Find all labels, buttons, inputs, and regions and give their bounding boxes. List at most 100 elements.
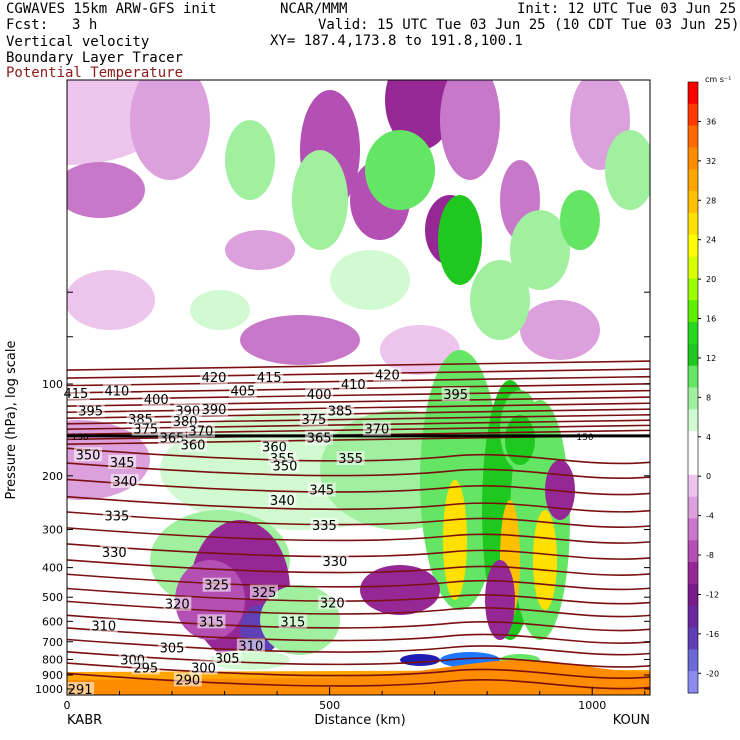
header-valid: Valid: 15 UTC Tue 03 Jun 25 (10 CDT Tue …	[318, 17, 740, 33]
colorbar-tick-label: 20	[706, 275, 716, 284]
w-field-blob	[510, 210, 570, 290]
field-potential-temperature: Potential Temperature	[6, 65, 184, 81]
isentrope	[67, 478, 650, 496]
colorbar-tick-label: 12	[706, 354, 716, 363]
theta-label: 395	[78, 404, 103, 419]
colorbar-swatch	[688, 474, 698, 498]
colorbar-swatch	[688, 649, 698, 672]
theta-label-bg	[108, 454, 137, 469]
header-xy: XY= 187.4,173.8 to 191.8,100.1	[270, 33, 523, 49]
theta-label-bg	[441, 387, 470, 402]
field-boundary-layer-tracer: Boundary Layer Tracer	[6, 50, 184, 66]
theta-label-bg	[270, 458, 299, 473]
colorbar-tick-label: -4	[706, 512, 714, 521]
theta-label: 305	[160, 641, 185, 656]
theta-label-bg	[66, 682, 95, 696]
theta-label-bg	[158, 640, 187, 655]
colorbar-swatch	[688, 343, 698, 367]
theta-label: 375	[301, 413, 326, 428]
theta-label-bg	[173, 672, 202, 687]
theta-label-bg	[102, 508, 131, 523]
theta-label-bg	[131, 421, 160, 436]
tropopause-label: 150	[576, 433, 593, 443]
w-field-blob	[470, 260, 530, 340]
header-model: CGWAVES 15km ARW-GFS init	[6, 1, 217, 17]
theta-label-bg	[236, 638, 265, 653]
colorbar-tick-label: 4	[706, 433, 711, 442]
colorbar-swatch	[688, 278, 698, 301]
theta-label-bg	[299, 411, 328, 426]
w-field-blob	[520, 300, 600, 360]
colorbar-tick-label: -12	[706, 590, 719, 599]
theta-label-bg	[373, 367, 402, 382]
y-tick-label: 600	[42, 615, 63, 628]
x-tick-label: 0	[64, 699, 71, 712]
theta-label-bg	[307, 482, 336, 497]
isentrope	[67, 368, 650, 379]
theta-label-bg	[202, 577, 231, 592]
w-field-blob	[533, 510, 557, 610]
theta-label-bg	[100, 544, 129, 559]
theta-label-bg	[249, 584, 278, 599]
theta-label: 420	[375, 368, 400, 383]
theta-label-bg	[76, 403, 105, 418]
colorbar-swatch	[688, 147, 698, 170]
isentrope	[67, 527, 650, 544]
colorbar-swatch	[688, 212, 698, 236]
theta-label-bg	[131, 660, 160, 675]
theta-label: 335	[104, 510, 129, 525]
theta-label: 325	[252, 586, 277, 601]
theta-label-bg	[197, 614, 226, 629]
theta-label-bg	[110, 474, 139, 489]
tropopause-label: 150	[71, 433, 88, 443]
isentrope	[67, 614, 650, 632]
w-field-blob	[360, 565, 440, 615]
x-tick-label: 1000	[578, 699, 606, 712]
colorbar-swatch	[688, 452, 698, 476]
isentrope	[67, 447, 650, 465]
theta-label-bg	[200, 402, 229, 417]
colorbar-swatch	[688, 82, 698, 105]
theta-label: 350	[273, 459, 298, 474]
y-tick-label: 400	[42, 562, 63, 575]
colorbar-tick-label: -16	[706, 630, 719, 639]
theta-label: 405	[231, 384, 256, 399]
theta-label: 330	[322, 555, 347, 570]
theta-label-bg	[179, 437, 208, 452]
w-field-blob	[330, 250, 410, 310]
theta-label: 420	[202, 371, 227, 386]
header-org: NCAR/MMM	[280, 1, 348, 17]
theta-label-bg	[163, 596, 192, 611]
theta-label-bg	[268, 492, 297, 507]
theta-label-bg	[213, 650, 242, 665]
theta-label-bg	[189, 660, 218, 675]
theta-label: 340	[112, 475, 137, 490]
colorbar-tick-label: 16	[706, 315, 716, 324]
header-fcst-label: Fcst:	[6, 17, 49, 33]
w-field-blob	[605, 130, 650, 210]
theta-label-bg	[74, 447, 103, 462]
y-tick-label: 100	[42, 378, 63, 391]
theta-label: 315	[199, 615, 224, 630]
theta-label: 390	[202, 403, 227, 418]
theta-label: 325	[204, 579, 229, 594]
theta-label-bg	[362, 421, 391, 436]
colorbar-swatch	[688, 300, 698, 323]
theta-label-bg	[305, 387, 334, 402]
theta-label: 385	[328, 404, 353, 419]
isentrope	[67, 543, 650, 560]
w-field-blob	[438, 195, 482, 285]
colorbar-swatch	[688, 562, 698, 585]
isentrope	[67, 600, 650, 618]
theta-label: 410	[104, 384, 129, 399]
colorbar-swatch	[688, 518, 698, 541]
colorbar-units: cm s⁻¹	[705, 75, 731, 84]
theta-label: 340	[270, 494, 295, 509]
w-field-blob	[365, 130, 435, 210]
theta-label-bg	[278, 614, 307, 629]
colorbar-swatch	[688, 605, 698, 629]
theta-label: 310	[91, 620, 116, 635]
w-field-blob	[67, 162, 145, 218]
colorbar-tick-label: 32	[706, 157, 716, 166]
